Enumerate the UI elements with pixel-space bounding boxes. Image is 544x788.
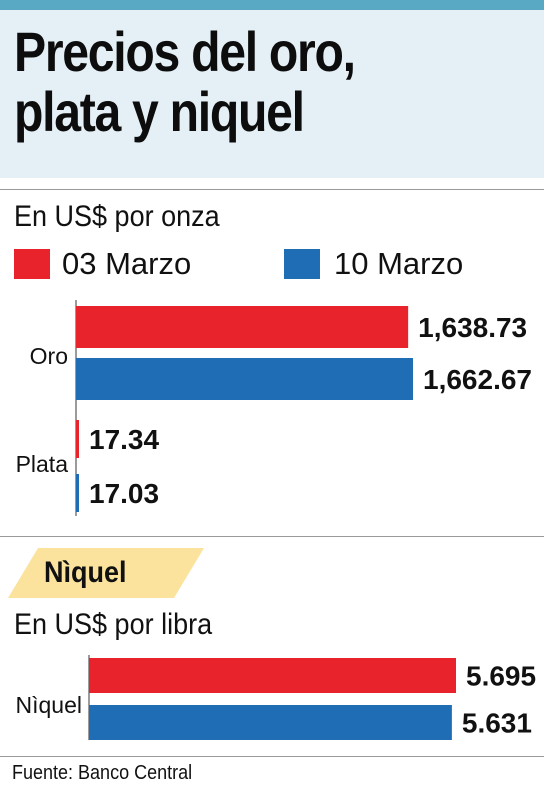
value-label-niquel-10-marzo: 5.631 [462, 708, 532, 739]
subtitle-libra: En US$ por libra [14, 608, 213, 641]
title-panel [0, 10, 544, 178]
subtitle-onza: En US$ por onza [14, 200, 220, 233]
chart-title-line-2: plata y niquel [14, 80, 305, 143]
category-label-niquel: Nìquel [16, 692, 82, 718]
value-label-oro-03-marzo: 1,638.73 [418, 312, 527, 343]
legend-swatch-10-marzo [284, 249, 320, 279]
bar-plata-10-marzo [76, 474, 79, 512]
divider-bottom [0, 756, 544, 757]
bar-niquel-03-marzo [89, 658, 456, 693]
value-label-oro-10-marzo: 1,662.67 [423, 364, 532, 395]
value-label-plata-10-marzo: 17.03 [89, 478, 159, 509]
category-label-plata: Plata [16, 451, 69, 477]
bar-oro-03-marzo [76, 306, 409, 348]
legend-label-10-marzo: 10 Marzo [334, 246, 464, 281]
nickel-section-tag: Nìquel [8, 548, 204, 598]
value-label-plata-03-marzo: 17.34 [89, 424, 159, 455]
nickel-tag-label: Nìquel [44, 556, 127, 589]
bar-oro-10-marzo [76, 358, 413, 400]
chart-title-line-1: Precios del oro, [14, 20, 356, 83]
chart-onza: Oro 1,638.73 1,662.67 Plata 17.34 17.03 [16, 300, 532, 516]
nickel-tag-background [8, 548, 204, 598]
divider-middle [0, 536, 544, 537]
category-label-oro: Oro [30, 343, 68, 369]
divider-top [0, 189, 544, 190]
chart-libra: Nìquel 5.695 5.631 [16, 655, 536, 740]
bar-plata-03-marzo [76, 420, 79, 458]
legend-label-03-marzo: 03 Marzo [62, 246, 192, 281]
source-note: Fuente: Banco Central [12, 762, 193, 784]
nickel-tag-shape [8, 548, 204, 598]
chart-title: Precios del oro, plata y niquel [14, 22, 461, 142]
bar-niquel-10-marzo [89, 705, 452, 740]
value-label-niquel-03-marzo: 5.695 [466, 661, 536, 692]
legend-swatch-03-marzo [14, 249, 50, 279]
top-accent-stripe [0, 0, 544, 10]
